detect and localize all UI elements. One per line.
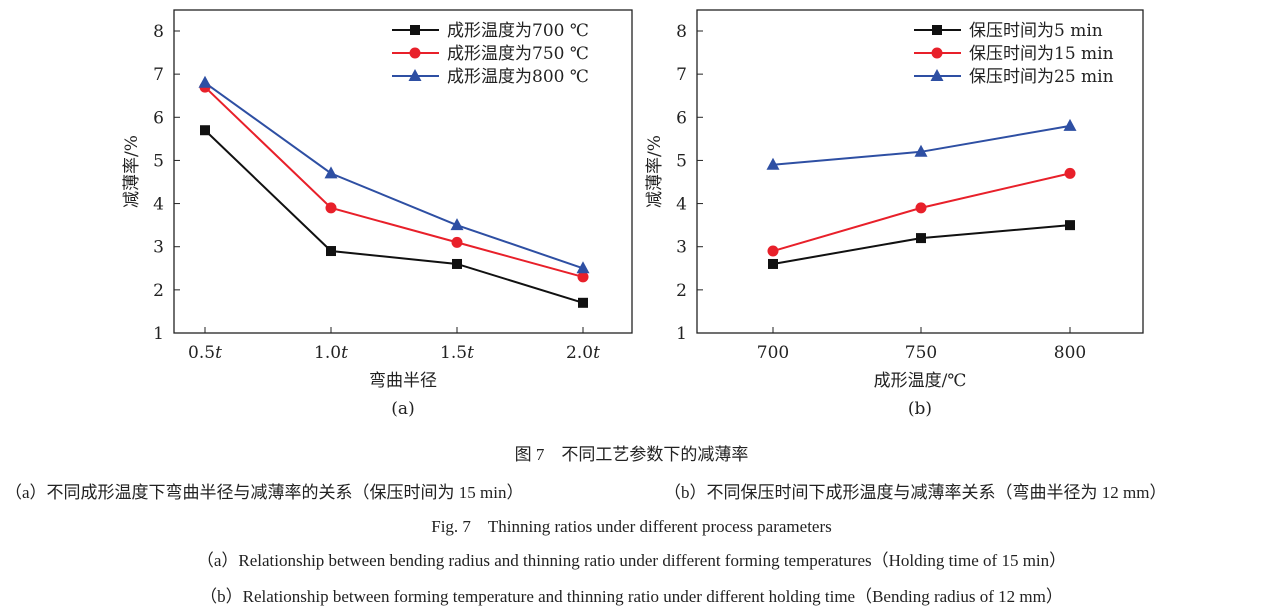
x-tick-label: 800 — [1054, 343, 1086, 363]
caption-en-a: （a）Relationship between bending radius a… — [196, 551, 1067, 570]
plot-frame — [696, 9, 1144, 334]
data-point — [766, 157, 780, 170]
legend-label: 成形温度为800 ℃ — [447, 67, 589, 87]
data-point — [914, 144, 928, 157]
data-point — [324, 166, 338, 179]
caption-cn-b: （b）不同保压时间下成形温度与减薄率关系（弯曲半径为 12 mm） — [664, 483, 1167, 502]
caption-cn-a: （a）不同成形温度下弯曲半径与减薄率的关系（保压时间为 15 min） — [5, 483, 524, 502]
legend-label: 保压时间为5 min — [969, 21, 1103, 41]
figure-charts: 1 2 3 4 5 6 7 8 0.5t 1.0t 1.5t 2.0t 弯曲半径 (a) 减薄率/% 成形温度… — [122, 9, 1144, 419]
data-point — [451, 236, 463, 248]
data-point — [577, 271, 589, 283]
x-tick-label: 0.5t — [188, 343, 222, 363]
data-point — [915, 202, 927, 214]
data-point — [326, 246, 336, 257]
y-tick-label: 7 — [153, 65, 164, 85]
series-line — [204, 86, 584, 278]
data-point — [450, 218, 464, 231]
x-tick-label: 1.0t — [314, 343, 348, 363]
y-tick-label: 8 — [676, 22, 687, 42]
data-point — [1063, 118, 1077, 131]
series-line — [204, 81, 584, 270]
data-point — [452, 258, 462, 269]
y-tick-label: 7 — [676, 65, 687, 85]
x-axis-label: 弯曲半径 — [369, 371, 437, 391]
plot-frame — [173, 9, 633, 334]
legend-marker — [931, 47, 943, 59]
y-tick-label: 6 — [676, 108, 687, 128]
legend-marker — [930, 69, 944, 81]
caption-cn-title: 图 7 不同工艺参数下的减薄率 — [514, 445, 749, 464]
y-tick-label: 1 — [676, 324, 687, 344]
legend-marker — [409, 47, 421, 59]
x-tick-label: 700 — [757, 343, 789, 363]
data-point — [325, 202, 337, 214]
y-tick-label: 5 — [153, 151, 164, 171]
data-point — [1065, 220, 1075, 231]
legend-label: 成形温度为700 ℃ — [447, 21, 589, 41]
legend-marker — [408, 69, 422, 81]
data-point — [1064, 167, 1076, 179]
x-axis-label: 成形温度/℃ — [874, 371, 967, 391]
legend-marker — [932, 25, 942, 35]
panel-label: (b) — [908, 399, 932, 419]
y-axis-label: 减薄率/% — [122, 135, 142, 208]
y-tick-label: 4 — [676, 195, 687, 215]
chart-panel-b: 1 2 3 4 5 6 7 8 700 750 800 成形温度/℃ (b) 减薄率/% 保压时间为5 mi… — [645, 9, 1144, 419]
data-point — [576, 261, 590, 274]
y-tick-label: 1 — [153, 324, 164, 344]
legend-marker — [410, 25, 420, 35]
y-tick-label: 5 — [676, 151, 687, 171]
chart-panel-a: 1 2 3 4 5 6 7 8 0.5t 1.0t 1.5t 2.0t 弯曲半径 (a) 减薄率/% 成形温度… — [122, 9, 633, 419]
data-point — [200, 125, 210, 136]
y-tick-label: 8 — [153, 22, 164, 42]
series-line — [772, 124, 1071, 166]
y-tick-label: 2 — [676, 281, 687, 301]
x-tick-label: 1.5t — [440, 343, 474, 363]
caption-en-title: Fig. 7 Thinning ratios under different p… — [431, 517, 832, 536]
y-tick-label: 2 — [153, 281, 164, 301]
y-axis-label: 减薄率/% — [645, 135, 665, 208]
series-line — [204, 129, 584, 304]
x-tick-label: 2.0t — [566, 343, 600, 363]
legend-label: 成形温度为750 ℃ — [447, 44, 589, 64]
data-point — [916, 233, 926, 244]
data-point — [198, 75, 212, 88]
y-tick-label: 4 — [153, 195, 164, 215]
x-tick-label: 750 — [905, 343, 937, 363]
legend-label: 保压时间为25 min — [969, 67, 1114, 87]
y-tick-label: 6 — [153, 108, 164, 128]
panel-label: (a) — [391, 399, 414, 419]
caption-en-b: （b）Relationship between forming temperat… — [200, 587, 1063, 606]
data-point — [578, 297, 588, 308]
legend-label: 保压时间为15 min — [969, 44, 1114, 64]
series-line — [772, 224, 1071, 265]
y-tick-label: 3 — [676, 238, 687, 258]
data-point — [767, 245, 779, 257]
data-point — [768, 258, 778, 269]
y-tick-label: 3 — [153, 238, 164, 258]
